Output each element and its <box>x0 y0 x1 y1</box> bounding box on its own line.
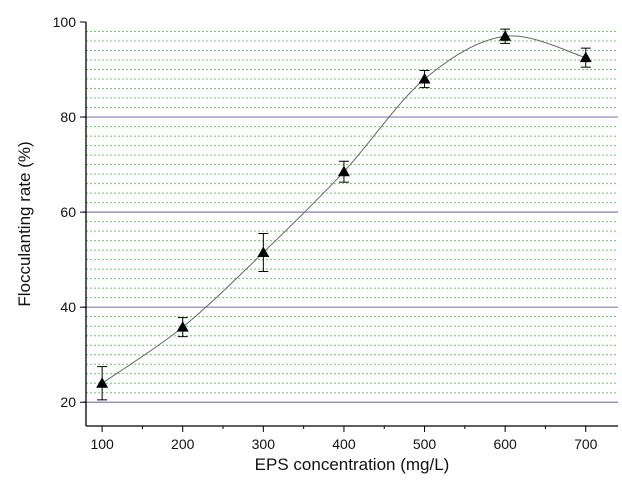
x-tick-label: 600 <box>493 436 517 452</box>
x-axis-title: EPS concentration (mg/L) <box>255 455 450 474</box>
x-tick-label: 100 <box>90 436 114 452</box>
data-point <box>176 321 189 332</box>
axes <box>85 22 618 427</box>
error-bars <box>97 28 591 401</box>
y-tick-label: 80 <box>60 109 76 125</box>
data-point <box>579 51 592 63</box>
y-ticks: 20 40 60 80 100 <box>53 14 86 410</box>
fit-curve <box>101 35 586 384</box>
y-axis-title: Flocculanting rate (%) <box>15 141 34 306</box>
x-tick-label: 300 <box>252 436 276 452</box>
y-tick-label: 40 <box>60 299 76 315</box>
data-point <box>337 165 350 177</box>
data-point <box>418 73 431 84</box>
x-tick-label: 400 <box>332 436 356 452</box>
x-tick-label: 700 <box>574 436 598 452</box>
data-point <box>257 246 270 258</box>
minor-grid <box>86 31 618 394</box>
y-tick-label: 20 <box>60 394 76 410</box>
x-tick-label: 500 <box>413 436 437 452</box>
major-grid <box>86 116 618 403</box>
data-point <box>499 30 512 41</box>
data-point <box>96 377 109 388</box>
data-points <box>96 30 592 388</box>
x-ticks: 100 200 300 400 500 600 700 <box>90 426 598 452</box>
fit-curve-layer <box>101 35 586 384</box>
y-tick-label: 100 <box>53 14 77 30</box>
y-tick-label: 60 <box>60 204 76 220</box>
x-tick-label: 200 <box>171 436 195 452</box>
